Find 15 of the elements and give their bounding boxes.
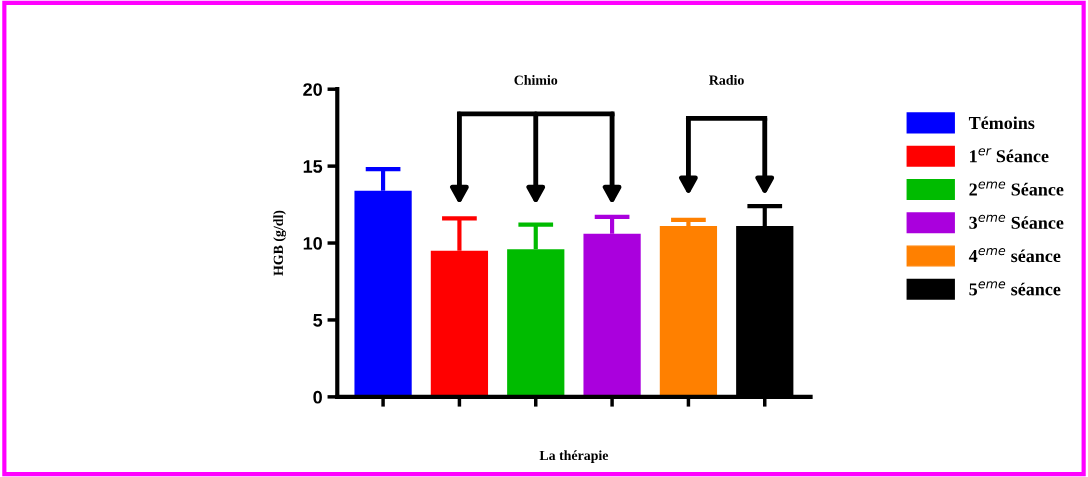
y-tick-label: 20: [303, 83, 322, 96]
y-tick-label: 10: [303, 236, 322, 250]
y-tick-label: 0: [313, 390, 322, 404]
text: Radio: [709, 75, 744, 85]
legend-label: 1$^{er}$ Séance: [970, 148, 1049, 163]
legend-label: 2$^{eme}$ Séance: [969, 181, 1064, 196]
legend-label: 5$^{eme}$ séance: [969, 281, 1061, 296]
x-axis-title: La thérapie: [539, 450, 609, 463]
y-tick-label: 15: [303, 160, 323, 173]
legend-label: 4$^{eme}$ séance: [968, 247, 1061, 263]
y-axis-title: HGB (g/dl): [273, 210, 286, 276]
text: Chimio: [514, 75, 558, 85]
y-tick-label: 5: [313, 314, 323, 327]
legend-label: Témoins: [968, 116, 1035, 130]
legend-label: 3$^{eme}$ Séance: [969, 214, 1064, 229]
